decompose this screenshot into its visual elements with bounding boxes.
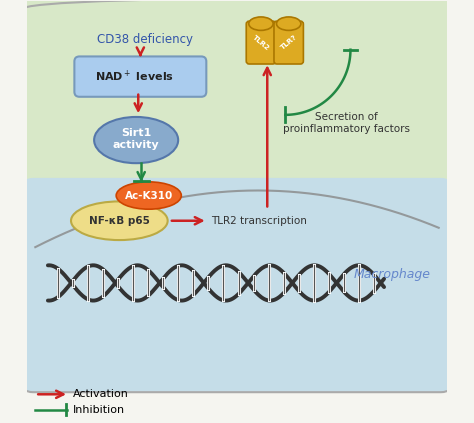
Text: Ac-K310: Ac-K310 xyxy=(125,190,173,201)
FancyBboxPatch shape xyxy=(20,178,454,392)
Ellipse shape xyxy=(276,17,301,30)
Ellipse shape xyxy=(249,17,273,30)
FancyBboxPatch shape xyxy=(74,56,206,97)
Text: Activation: Activation xyxy=(73,389,129,399)
Text: Sirt1
activity: Sirt1 activity xyxy=(113,129,159,150)
Text: TLR2: TLR2 xyxy=(251,34,271,51)
FancyBboxPatch shape xyxy=(274,21,303,64)
Text: Macrophage: Macrophage xyxy=(354,268,431,281)
Ellipse shape xyxy=(94,117,178,163)
Text: Secretion of
proinflammatory factors: Secretion of proinflammatory factors xyxy=(283,113,410,134)
FancyBboxPatch shape xyxy=(246,21,276,64)
Text: TLR?: TLR? xyxy=(279,34,298,51)
Text: NF-κB p65: NF-κB p65 xyxy=(89,216,150,226)
Ellipse shape xyxy=(116,182,182,209)
Text: Inhibition: Inhibition xyxy=(73,405,125,415)
Text: CD38 deficiency: CD38 deficiency xyxy=(97,33,192,46)
Text: NAD$^+$ levels: NAD$^+$ levels xyxy=(94,69,173,84)
FancyBboxPatch shape xyxy=(20,0,454,258)
Ellipse shape xyxy=(71,201,168,240)
Text: TLR2 transcription: TLR2 transcription xyxy=(211,216,307,226)
